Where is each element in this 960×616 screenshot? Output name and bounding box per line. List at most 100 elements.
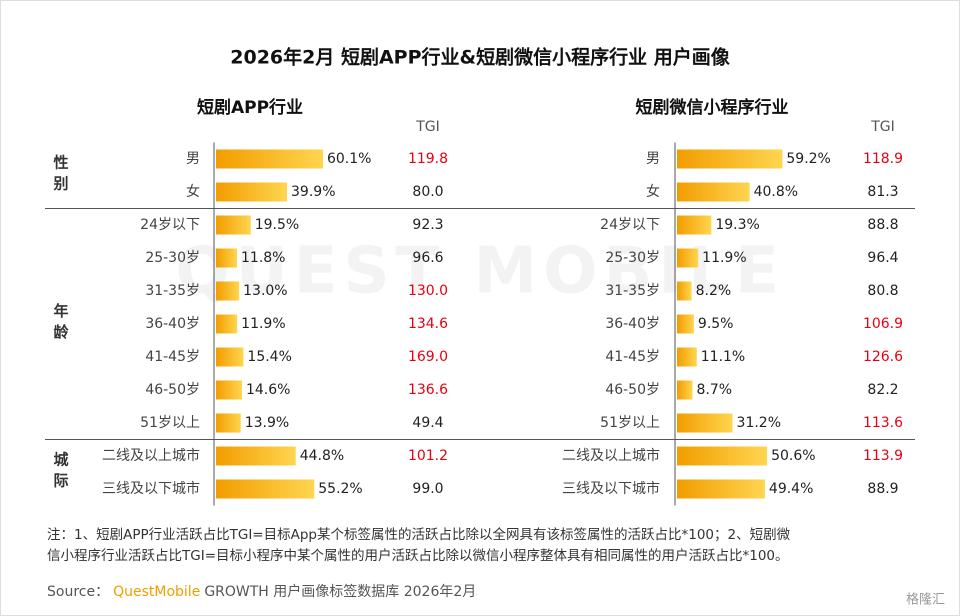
category-label: 46-50岁	[605, 382, 660, 398]
category-label: 41-45岁	[605, 349, 660, 365]
tgi-value: 80.8	[867, 283, 898, 299]
category-label: 41-45岁	[145, 349, 200, 365]
group-label: 性别	[52, 154, 70, 197]
category-label: 24岁以下	[140, 217, 200, 233]
value-label: 39.9%	[291, 184, 335, 200]
category-label: 24岁以下	[600, 217, 660, 233]
tgi-value: 92.3	[412, 217, 443, 233]
category-label: 25-30岁	[145, 250, 200, 266]
tgi-value: 101.2	[408, 448, 448, 464]
source: Source： QuestMobile GROWTH 用户画像标签数据库 2026年…	[47, 583, 476, 600]
value-label: 55.2%	[318, 481, 362, 497]
bar	[677, 215, 712, 235]
bar	[216, 281, 240, 301]
bar	[216, 215, 251, 235]
category-label: 三线及以下城市	[102, 480, 200, 497]
tgi-value: 96.4	[867, 250, 898, 266]
bar	[216, 314, 238, 334]
bar	[677, 380, 693, 400]
bar	[677, 248, 699, 268]
bar	[216, 446, 296, 466]
bar	[677, 149, 783, 169]
bar	[677, 479, 765, 499]
bar	[677, 281, 692, 301]
tgi-value: 88.8	[867, 217, 898, 233]
value-label: 59.2%	[786, 151, 830, 167]
bar	[216, 479, 315, 499]
value-label: 11.9%	[702, 250, 746, 266]
tgi-value: 119.8	[408, 151, 448, 167]
value-label: 40.8%	[754, 184, 798, 200]
category-label: 51岁以上	[600, 415, 660, 431]
category-label: 25-30岁	[605, 250, 660, 266]
note: 信小程序行业活跃占比TGI=目标小程序中某个属性的用户活跃占比除以微信小程序整体…	[47, 547, 789, 564]
tgi-value: 49.4	[412, 415, 443, 431]
value-label: 13.0%	[243, 283, 287, 299]
tgi-value: 130.0	[408, 283, 448, 299]
bar	[677, 314, 694, 334]
tgi-value: 136.6	[408, 382, 448, 398]
tgi-value: 113.9	[863, 448, 903, 464]
tgi-value: 80.0	[412, 184, 443, 200]
value-label: 8.7%	[696, 382, 732, 398]
chart-title: 2026年2月 短剧APP行业&短剧微信小程序行业 用户画像	[230, 46, 730, 69]
value-label: 19.3%	[715, 217, 759, 233]
tgi-value: 81.3	[867, 184, 898, 200]
tgi-value: 106.9	[863, 316, 903, 332]
category-label: 女	[646, 183, 660, 200]
value-label: 31.2%	[737, 415, 781, 431]
category-label: 三线及以下城市	[562, 480, 660, 497]
value-label: 11.9%	[241, 316, 285, 332]
bar	[677, 182, 750, 202]
value-label: 19.5%	[255, 217, 299, 233]
value-label: 14.6%	[246, 382, 290, 398]
group-label: 城际	[52, 451, 70, 494]
category-label: 男	[186, 151, 200, 167]
value-label: 9.5%	[698, 316, 734, 332]
source-text: GROWTH 用户画像标签数据库 2026年2月	[204, 583, 476, 600]
bar	[677, 446, 768, 466]
category-label: 51岁以上	[140, 415, 200, 431]
bar	[216, 347, 244, 367]
tgi-header: TGI	[870, 119, 895, 135]
bar	[216, 380, 242, 400]
category-label: 31-35岁	[605, 283, 660, 299]
value-label: 11.8%	[241, 250, 285, 266]
tgi-value: 118.9	[863, 151, 903, 167]
value-label: 8.2%	[696, 283, 732, 299]
bar	[216, 182, 288, 202]
tgi-value: 99.0	[412, 481, 443, 497]
value-label: 11.1%	[701, 349, 745, 365]
group-label: 年龄	[52, 302, 70, 345]
category-label: 36-40岁	[605, 316, 660, 332]
tgi-header: TGI	[415, 119, 440, 135]
value-label: 44.8%	[300, 448, 344, 464]
bar	[677, 347, 697, 367]
value-label: 50.6%	[771, 448, 815, 464]
logo: 格隆汇	[906, 592, 945, 608]
value-label: 49.4%	[769, 481, 813, 497]
tgi-value: 96.6	[412, 250, 443, 266]
tgi-value: 88.9	[867, 481, 898, 497]
category-label: 二线及以上城市	[562, 447, 660, 464]
bar	[677, 413, 733, 433]
panel-title: 短剧APP行业	[197, 97, 303, 118]
tgi-value: 82.2	[867, 382, 898, 398]
value-label: 15.4%	[247, 349, 291, 365]
source-brand: QuestMobile	[113, 584, 200, 600]
bar	[216, 413, 241, 433]
note: 注：1、短剧APP行业活跃占比TGI=目标App某个标签属性的活跃占比除以全网具…	[47, 526, 791, 543]
category-label: 女	[186, 183, 200, 200]
category-label: 男	[646, 151, 660, 167]
bar	[216, 149, 323, 169]
category-label: 二线及以上城市	[102, 447, 200, 464]
tgi-value: 113.6	[863, 415, 903, 431]
value-label: 13.9%	[245, 415, 289, 431]
category-label: 36-40岁	[145, 316, 200, 332]
tgi-value: 126.6	[863, 349, 903, 365]
panel-title: 短剧微信小程序行业	[636, 97, 789, 118]
category-label: 46-50岁	[145, 382, 200, 398]
category-label: 31-35岁	[145, 283, 200, 299]
